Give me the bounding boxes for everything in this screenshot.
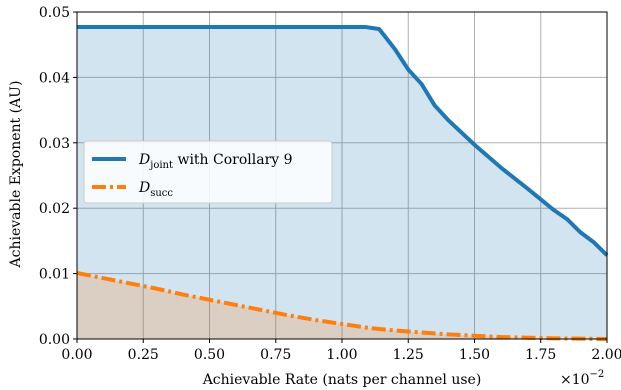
x-axis-multiplier-exp: −2 bbox=[590, 369, 605, 380]
y-axis-label: Achievable Exponent (AU) bbox=[8, 81, 24, 269]
area-fill-succ bbox=[77, 272, 607, 339]
legend-label-joint-main: D bbox=[138, 152, 150, 168]
area-fill-joint bbox=[77, 27, 607, 340]
series-line-joint bbox=[77, 25, 609, 257]
x-tick-label: 0.50 bbox=[194, 347, 225, 363]
x-axis-multiplier: ×10−2 bbox=[560, 369, 604, 388]
x-axis-label: Achievable Rate (nats per channel use) bbox=[202, 372, 482, 388]
legend-label-succ-sub: succ bbox=[150, 188, 173, 199]
y-tick-label: 0.00 bbox=[39, 332, 70, 348]
y-tick-label: 0.03 bbox=[39, 136, 70, 152]
y-tick-label: 0.05 bbox=[39, 5, 70, 21]
legend-label-joint-suffix: with Corollary 9 bbox=[173, 152, 293, 168]
series-lines bbox=[76, 25, 609, 341]
legend-label-joint-sub: joint bbox=[149, 160, 173, 171]
x-tick-label: 0.75 bbox=[260, 347, 291, 363]
y-ticks: 0.00 0.01 0.02 0.03 0.04 0.05 bbox=[39, 5, 77, 348]
x-tick-label: 1.00 bbox=[326, 347, 357, 363]
area-fills bbox=[77, 27, 607, 340]
x-tick-label: 1.25 bbox=[393, 347, 424, 363]
series-line-succ bbox=[76, 270, 608, 341]
x-tick-label: 0.25 bbox=[128, 347, 159, 363]
legend-label-joint: Djoint with Corollary 9 bbox=[138, 152, 293, 171]
legend-label-succ-main: D bbox=[138, 180, 150, 196]
x-tick-label: 1.50 bbox=[459, 347, 490, 363]
y-tick-label: 0.02 bbox=[39, 201, 70, 217]
x-tick-label: 0.00 bbox=[61, 347, 92, 363]
x-tick-label: 1.75 bbox=[525, 347, 556, 363]
legend-box bbox=[83, 140, 333, 204]
legend: Djoint with Corollary 9 Dsucc bbox=[83, 140, 333, 204]
x-axis-multiplier-base: ×10 bbox=[560, 372, 590, 388]
y-tick-label: 0.04 bbox=[39, 70, 70, 86]
legend-label-succ: Dsucc bbox=[138, 180, 173, 199]
y-tick-label: 0.01 bbox=[39, 267, 70, 283]
x-tick-label: 2.00 bbox=[591, 347, 621, 363]
x-ticks: 0.00 0.25 0.50 0.75 1.00 1.25 1.50 1.75 2.00 bbox=[61, 339, 621, 363]
